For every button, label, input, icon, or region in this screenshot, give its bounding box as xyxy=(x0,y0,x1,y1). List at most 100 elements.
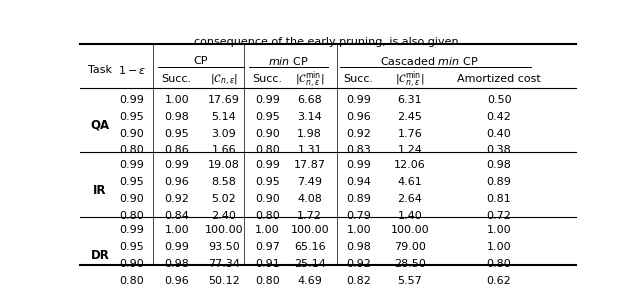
Text: 17.69: 17.69 xyxy=(208,95,240,105)
Text: 0.94: 0.94 xyxy=(346,177,371,187)
Text: $\mathit{min}$ CP: $\mathit{min}$ CP xyxy=(268,55,309,67)
Text: 0.80: 0.80 xyxy=(120,210,145,220)
Text: 2.64: 2.64 xyxy=(397,194,422,204)
Text: 0.96: 0.96 xyxy=(164,276,189,286)
Text: 0.95: 0.95 xyxy=(120,112,145,122)
Text: 0.62: 0.62 xyxy=(487,276,511,286)
Text: 0.90: 0.90 xyxy=(120,259,145,269)
Text: 1.00: 1.00 xyxy=(164,95,189,105)
Text: 0.82: 0.82 xyxy=(346,276,371,286)
Text: IR: IR xyxy=(93,184,107,197)
Text: 3.09: 3.09 xyxy=(211,129,236,139)
Text: 2.45: 2.45 xyxy=(397,112,422,122)
Text: 5.14: 5.14 xyxy=(211,112,236,122)
Text: 1.00: 1.00 xyxy=(487,225,511,236)
Text: 0.86: 0.86 xyxy=(164,146,189,156)
Text: 100.00: 100.00 xyxy=(205,225,243,236)
Text: 0.90: 0.90 xyxy=(120,194,145,204)
Text: $|\mathcal{C}_{n,\epsilon}|$: $|\mathcal{C}_{n,\epsilon}|$ xyxy=(210,72,238,87)
Text: 0.72: 0.72 xyxy=(486,210,511,220)
Text: 0.79: 0.79 xyxy=(346,210,371,220)
Text: 0.80: 0.80 xyxy=(255,146,280,156)
Text: 0.92: 0.92 xyxy=(346,129,371,139)
Text: $|\mathcal{C}^{\mathrm{min}}_{n,\epsilon}|$: $|\mathcal{C}^{\mathrm{min}}_{n,\epsilon… xyxy=(295,69,324,90)
Text: 3.14: 3.14 xyxy=(297,112,322,122)
Text: 0.95: 0.95 xyxy=(255,177,280,187)
Text: 0.92: 0.92 xyxy=(346,259,371,269)
Text: 4.69: 4.69 xyxy=(297,276,322,286)
Text: 1.00: 1.00 xyxy=(255,225,280,236)
Text: 0.99: 0.99 xyxy=(346,160,371,170)
Text: 19.08: 19.08 xyxy=(208,160,240,170)
Text: 0.42: 0.42 xyxy=(486,112,511,122)
Text: 0.80: 0.80 xyxy=(255,276,280,286)
Text: 0.96: 0.96 xyxy=(346,112,371,122)
Text: 0.98: 0.98 xyxy=(486,160,511,170)
Text: consequence of the early pruning, is also given.: consequence of the early pruning, is als… xyxy=(194,37,462,47)
Text: 25.14: 25.14 xyxy=(294,259,326,269)
Text: 0.95: 0.95 xyxy=(164,129,189,139)
Text: Succ.: Succ. xyxy=(344,74,374,84)
Text: 0.99: 0.99 xyxy=(120,225,145,236)
Text: 0.90: 0.90 xyxy=(120,129,145,139)
Text: 50.12: 50.12 xyxy=(208,276,240,286)
Text: 0.99: 0.99 xyxy=(120,95,145,105)
Text: 0.99: 0.99 xyxy=(164,160,189,170)
Text: 0.98: 0.98 xyxy=(164,112,189,122)
Text: 79.00: 79.00 xyxy=(394,242,426,252)
Text: 2.40: 2.40 xyxy=(211,210,236,220)
Text: 0.84: 0.84 xyxy=(164,210,189,220)
Text: 0.95: 0.95 xyxy=(255,112,280,122)
Text: 0.38: 0.38 xyxy=(487,146,511,156)
Text: 6.68: 6.68 xyxy=(297,95,322,105)
Text: DR: DR xyxy=(90,249,109,262)
Text: 0.95: 0.95 xyxy=(120,177,145,187)
Text: 0.90: 0.90 xyxy=(255,194,280,204)
Text: CP: CP xyxy=(193,56,207,66)
Text: 7.49: 7.49 xyxy=(297,177,322,187)
Text: 0.40: 0.40 xyxy=(487,129,511,139)
Text: 1.00: 1.00 xyxy=(164,225,189,236)
Text: 1.98: 1.98 xyxy=(297,129,322,139)
Text: 100.00: 100.00 xyxy=(390,225,429,236)
Text: Succ.: Succ. xyxy=(252,74,282,84)
Text: 0.95: 0.95 xyxy=(120,242,145,252)
Text: Cascaded $\mathit{min}$ CP: Cascaded $\mathit{min}$ CP xyxy=(380,55,478,67)
Text: 0.89: 0.89 xyxy=(486,177,511,187)
Text: 0.99: 0.99 xyxy=(255,95,280,105)
Text: 0.90: 0.90 xyxy=(255,129,280,139)
Text: 65.16: 65.16 xyxy=(294,242,326,252)
Text: 12.06: 12.06 xyxy=(394,160,426,170)
Text: 0.80: 0.80 xyxy=(255,210,280,220)
Text: 0.83: 0.83 xyxy=(346,146,371,156)
Text: 0.99: 0.99 xyxy=(120,160,145,170)
Text: $1-\epsilon$: $1-\epsilon$ xyxy=(118,64,147,76)
Text: 0.81: 0.81 xyxy=(487,194,511,204)
Text: 0.99: 0.99 xyxy=(346,95,371,105)
Text: 1.00: 1.00 xyxy=(487,242,511,252)
Text: 0.96: 0.96 xyxy=(164,177,189,187)
Text: 0.80: 0.80 xyxy=(487,259,511,269)
Text: 0.89: 0.89 xyxy=(346,194,371,204)
Text: 0.99: 0.99 xyxy=(255,160,280,170)
Text: 93.50: 93.50 xyxy=(208,242,240,252)
Text: 1.31: 1.31 xyxy=(298,146,322,156)
Text: 0.91: 0.91 xyxy=(255,259,280,269)
Text: 4.61: 4.61 xyxy=(397,177,422,187)
Text: 0.98: 0.98 xyxy=(164,259,189,269)
Text: 0.98: 0.98 xyxy=(346,242,371,252)
Text: 77.34: 77.34 xyxy=(208,259,240,269)
Text: Amortized cost: Amortized cost xyxy=(457,74,541,84)
Text: 0.50: 0.50 xyxy=(487,95,511,105)
Text: 5.02: 5.02 xyxy=(211,194,236,204)
Text: 0.80: 0.80 xyxy=(120,146,145,156)
Text: 6.31: 6.31 xyxy=(397,95,422,105)
Text: 4.08: 4.08 xyxy=(297,194,322,204)
Text: QA: QA xyxy=(90,119,109,132)
Text: 1.24: 1.24 xyxy=(397,146,422,156)
Text: $|\mathcal{C}^{\mathrm{min}}_{n,\epsilon}|$: $|\mathcal{C}^{\mathrm{min}}_{n,\epsilon… xyxy=(395,69,424,90)
Text: 0.92: 0.92 xyxy=(164,194,189,204)
Text: 0.80: 0.80 xyxy=(120,276,145,286)
Text: Task: Task xyxy=(88,65,112,75)
Text: Succ.: Succ. xyxy=(162,74,192,84)
